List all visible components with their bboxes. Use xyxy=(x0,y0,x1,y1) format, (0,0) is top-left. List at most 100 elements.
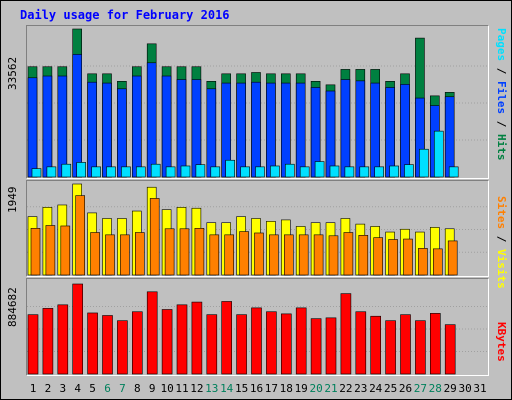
legend-sep: / xyxy=(495,114,508,134)
bar-sites-day-9 xyxy=(149,198,160,276)
bar-sites-day-18 xyxy=(283,234,294,276)
day-label-12: 12 xyxy=(190,382,204,395)
bar-files-day-13 xyxy=(206,88,217,178)
bar-files-day-8 xyxy=(132,75,142,178)
bar-sites-day-22 xyxy=(343,232,354,276)
legend-kbytes: KBytes xyxy=(492,322,508,376)
bar-files-day-29 xyxy=(444,96,455,178)
day-label-15: 15 xyxy=(234,382,249,395)
day-label-24: 24 xyxy=(369,382,383,395)
legend-sep: / xyxy=(495,61,508,81)
legend-pages: Pages xyxy=(495,28,508,62)
bar-pages-day-3 xyxy=(61,163,72,178)
day-label-7: 7 xyxy=(119,382,126,395)
bar-files-day-2 xyxy=(42,75,53,178)
bar-pages-day-14 xyxy=(225,159,235,178)
bar-files-day-21 xyxy=(325,90,336,178)
bar-sites-day-4 xyxy=(75,195,85,276)
bar-sites-day-2 xyxy=(45,225,56,276)
bar-files-day-9 xyxy=(146,62,157,178)
bar-files-day-24 xyxy=(370,82,381,178)
bar-files-day-15 xyxy=(236,82,246,178)
bar-kbytes-day-14 xyxy=(221,301,232,375)
bar-kbytes-day-9 xyxy=(146,291,158,375)
day-label-6: 6 xyxy=(104,382,111,395)
day-label-29: 29 xyxy=(443,382,457,395)
bar-kbytes-day-22 xyxy=(340,293,352,375)
bar-pages-day-5 xyxy=(91,166,101,178)
bar-pages-day-10 xyxy=(165,166,176,178)
bar-kbytes-day-25 xyxy=(385,320,396,375)
bar-pages-day-19 xyxy=(299,166,310,178)
day-label-1: 1 xyxy=(29,382,37,395)
day-label-23: 23 xyxy=(354,382,368,395)
legend-sep: / xyxy=(495,229,508,249)
bar-pages-day-8 xyxy=(136,166,146,178)
bar-pages-day-13 xyxy=(210,166,221,178)
bar-kbytes-day-7 xyxy=(117,320,128,375)
day-label-3: 3 xyxy=(59,382,67,395)
bar-kbytes-day-12 xyxy=(191,301,203,375)
bar-kbytes-day-15 xyxy=(236,314,247,375)
bar-files-day-1 xyxy=(27,77,38,178)
day-label-5: 5 xyxy=(89,382,96,395)
bar-pages-day-22 xyxy=(344,166,355,178)
bar-pages-day-25 xyxy=(389,165,399,178)
bar-pages-day-16 xyxy=(255,166,265,178)
bar-kbytes-day-28 xyxy=(429,313,441,375)
bar-pages-day-28 xyxy=(433,130,444,178)
legend-sites-visits: Sites / Visits xyxy=(492,196,508,289)
bar-pages-day-2 xyxy=(46,166,57,178)
day-label-30: 30 xyxy=(458,382,472,395)
chart-title: Daily usage for February 2016 xyxy=(20,8,230,22)
legend-hits: Hits xyxy=(495,134,508,161)
bar-files-day-19 xyxy=(295,82,306,178)
bar-kbytes-day-11 xyxy=(176,304,188,375)
bar-files-day-11 xyxy=(176,79,187,178)
bar-files-day-3 xyxy=(57,75,68,178)
bar-pages-day-1 xyxy=(31,168,42,178)
bar-sites-day-25 xyxy=(388,239,398,276)
bar-pages-day-21 xyxy=(329,165,340,178)
bar-sites-day-28 xyxy=(432,248,443,276)
bar-kbytes-day-6 xyxy=(102,315,113,375)
bar-kbytes-day-26 xyxy=(400,314,411,375)
bar-kbytes-day-1 xyxy=(27,314,39,375)
bar-files-day-18 xyxy=(280,82,291,178)
day-label-25: 25 xyxy=(383,382,398,395)
bar-files-day-16 xyxy=(251,81,261,178)
bar-pages-day-15 xyxy=(240,166,250,178)
bar-sites-day-7 xyxy=(120,234,130,276)
bar-sites-day-15 xyxy=(239,231,249,276)
day-label-26: 26 xyxy=(398,382,413,395)
day-label-4: 4 xyxy=(74,382,81,395)
bar-sites-day-6 xyxy=(105,234,115,276)
day-label-14: 14 xyxy=(220,382,234,395)
legend-sites: Sites xyxy=(495,196,508,230)
bar-files-day-12 xyxy=(191,79,202,178)
bar-sites-day-14 xyxy=(224,234,234,276)
bar-pages-day-24 xyxy=(374,166,385,178)
bar-kbytes-day-27 xyxy=(415,320,426,375)
legend-visits: Visits xyxy=(495,249,508,289)
bar-kbytes-day-13 xyxy=(206,314,218,375)
day-label-11: 11 xyxy=(175,382,189,395)
bar-kbytes-day-8 xyxy=(132,311,143,375)
bar-kbytes-day-19 xyxy=(295,307,307,375)
bar-pages-day-26 xyxy=(404,164,414,178)
bar-kbytes-day-18 xyxy=(280,313,292,375)
bar-sites-day-12 xyxy=(194,228,205,276)
day-label-18: 18 xyxy=(279,382,293,395)
bar-files-day-5 xyxy=(87,81,97,178)
bar-files-day-26 xyxy=(400,84,410,178)
bar-kbytes-day-3 xyxy=(57,304,69,375)
bar-kbytes-day-10 xyxy=(161,309,173,375)
bar-kbytes-day-17 xyxy=(266,311,277,375)
day-label-9: 9 xyxy=(148,382,156,395)
bar-sites-day-24 xyxy=(373,237,384,276)
bar-kbytes-day-24 xyxy=(370,315,382,375)
bar-pages-day-23 xyxy=(359,166,370,178)
bar-kbytes-day-4 xyxy=(72,283,83,375)
day-label-19: 19 xyxy=(294,382,308,395)
bar-files-day-7 xyxy=(117,88,127,178)
